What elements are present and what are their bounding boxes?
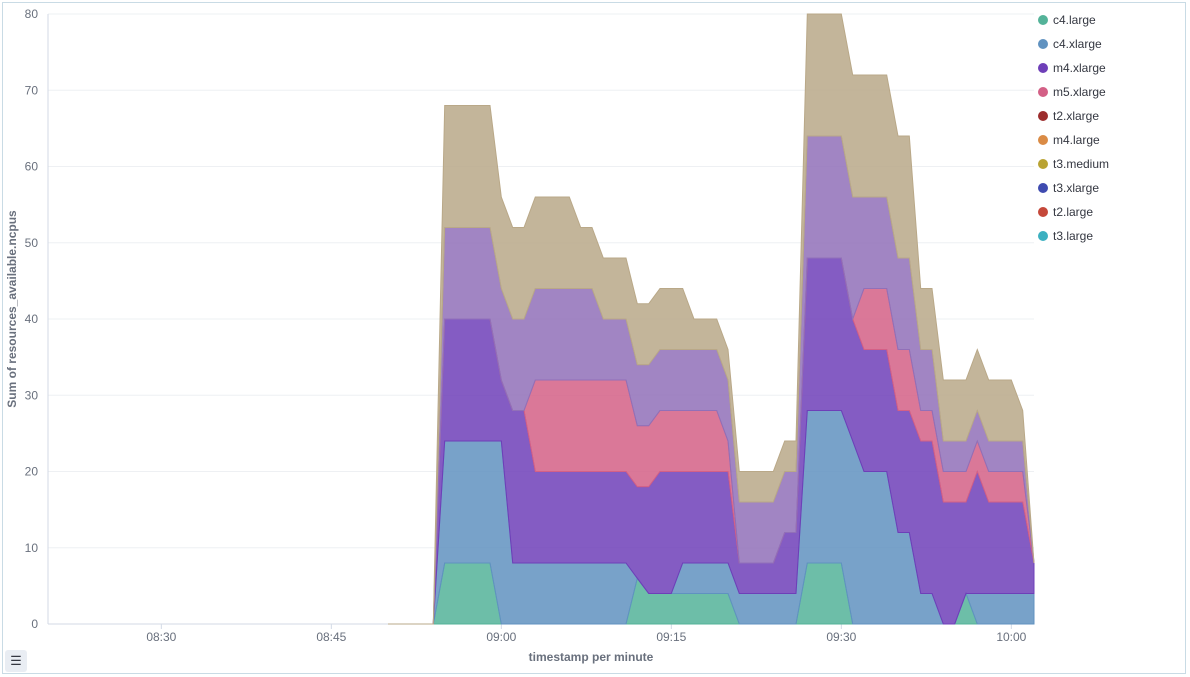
y-axis-title: Sum of resources_available.ncpus xyxy=(5,210,19,408)
y-tick-label: 80 xyxy=(25,7,39,21)
legend-swatch-icon xyxy=(1038,207,1048,217)
legend-item[interactable]: t3.large xyxy=(1038,224,1109,248)
legend-item[interactable]: c4.large xyxy=(1038,8,1109,32)
legend-label: t2.xlarge xyxy=(1053,109,1100,123)
y-tick-label: 70 xyxy=(25,83,39,97)
y-tick-label: 50 xyxy=(25,236,39,250)
legend-label: t3.xlarge xyxy=(1053,181,1100,195)
legend-item[interactable]: m4.xlarge xyxy=(1038,56,1109,80)
legend-swatch-icon xyxy=(1038,15,1048,25)
legend-label: m5.xlarge xyxy=(1053,85,1106,99)
legend-label: c4.large xyxy=(1053,13,1096,27)
legend-label: t3.large xyxy=(1053,229,1094,243)
legend-toggle-button[interactable]: ☰ xyxy=(5,650,27,672)
x-tick-label: 09:30 xyxy=(826,630,856,644)
x-tick-label: 09:00 xyxy=(486,630,516,644)
legend-swatch-icon xyxy=(1038,111,1048,121)
legend-swatch-icon xyxy=(1038,135,1048,145)
legend-item[interactable]: t3.xlarge xyxy=(1038,176,1109,200)
legend-swatch-icon xyxy=(1038,87,1048,97)
list-icon: ☰ xyxy=(10,653,22,668)
legend-label: m4.large xyxy=(1053,133,1100,147)
legend-swatch-icon xyxy=(1038,231,1048,241)
legend-label: t2.large xyxy=(1053,205,1094,219)
x-tick-label: 09:15 xyxy=(656,630,686,644)
y-tick-label: 30 xyxy=(25,388,39,402)
x-tick-label: 08:45 xyxy=(316,630,346,644)
legend-item[interactable]: t3.medium xyxy=(1038,152,1109,176)
x-tick-label: 10:00 xyxy=(996,630,1026,644)
legend-swatch-icon xyxy=(1038,159,1048,169)
y-tick-label: 0 xyxy=(31,617,38,631)
area-series-t3.xlarge xyxy=(388,13,1035,625)
legend-swatch-icon xyxy=(1038,39,1048,49)
legend-swatch-icon xyxy=(1038,183,1048,193)
y-tick-label: 60 xyxy=(25,160,39,174)
legend-item[interactable]: m4.large xyxy=(1038,128,1109,152)
legend-label: t3.medium xyxy=(1053,157,1110,171)
legend-label: c4.xlarge xyxy=(1053,37,1102,51)
legend-item[interactable]: c4.xlarge xyxy=(1038,32,1109,56)
legend-swatch-icon xyxy=(1038,63,1048,73)
y-tick-label: 40 xyxy=(25,312,39,326)
legend-item[interactable]: t2.xlarge xyxy=(1038,104,1109,128)
chart-legend: c4.large c4.xlarge m4.xlarge m5.xlarge t2.xl… xyxy=(1038,8,1109,248)
legend-item[interactable]: m5.xlarge xyxy=(1038,80,1109,104)
y-tick-label: 20 xyxy=(25,465,39,479)
legend-item[interactable]: t2.large xyxy=(1038,200,1109,224)
legend-label: m4.xlarge xyxy=(1053,61,1106,75)
x-axis-title: timestamp per minute xyxy=(529,650,654,664)
x-tick-label: 08:30 xyxy=(146,630,176,644)
y-tick-label: 10 xyxy=(25,541,39,555)
